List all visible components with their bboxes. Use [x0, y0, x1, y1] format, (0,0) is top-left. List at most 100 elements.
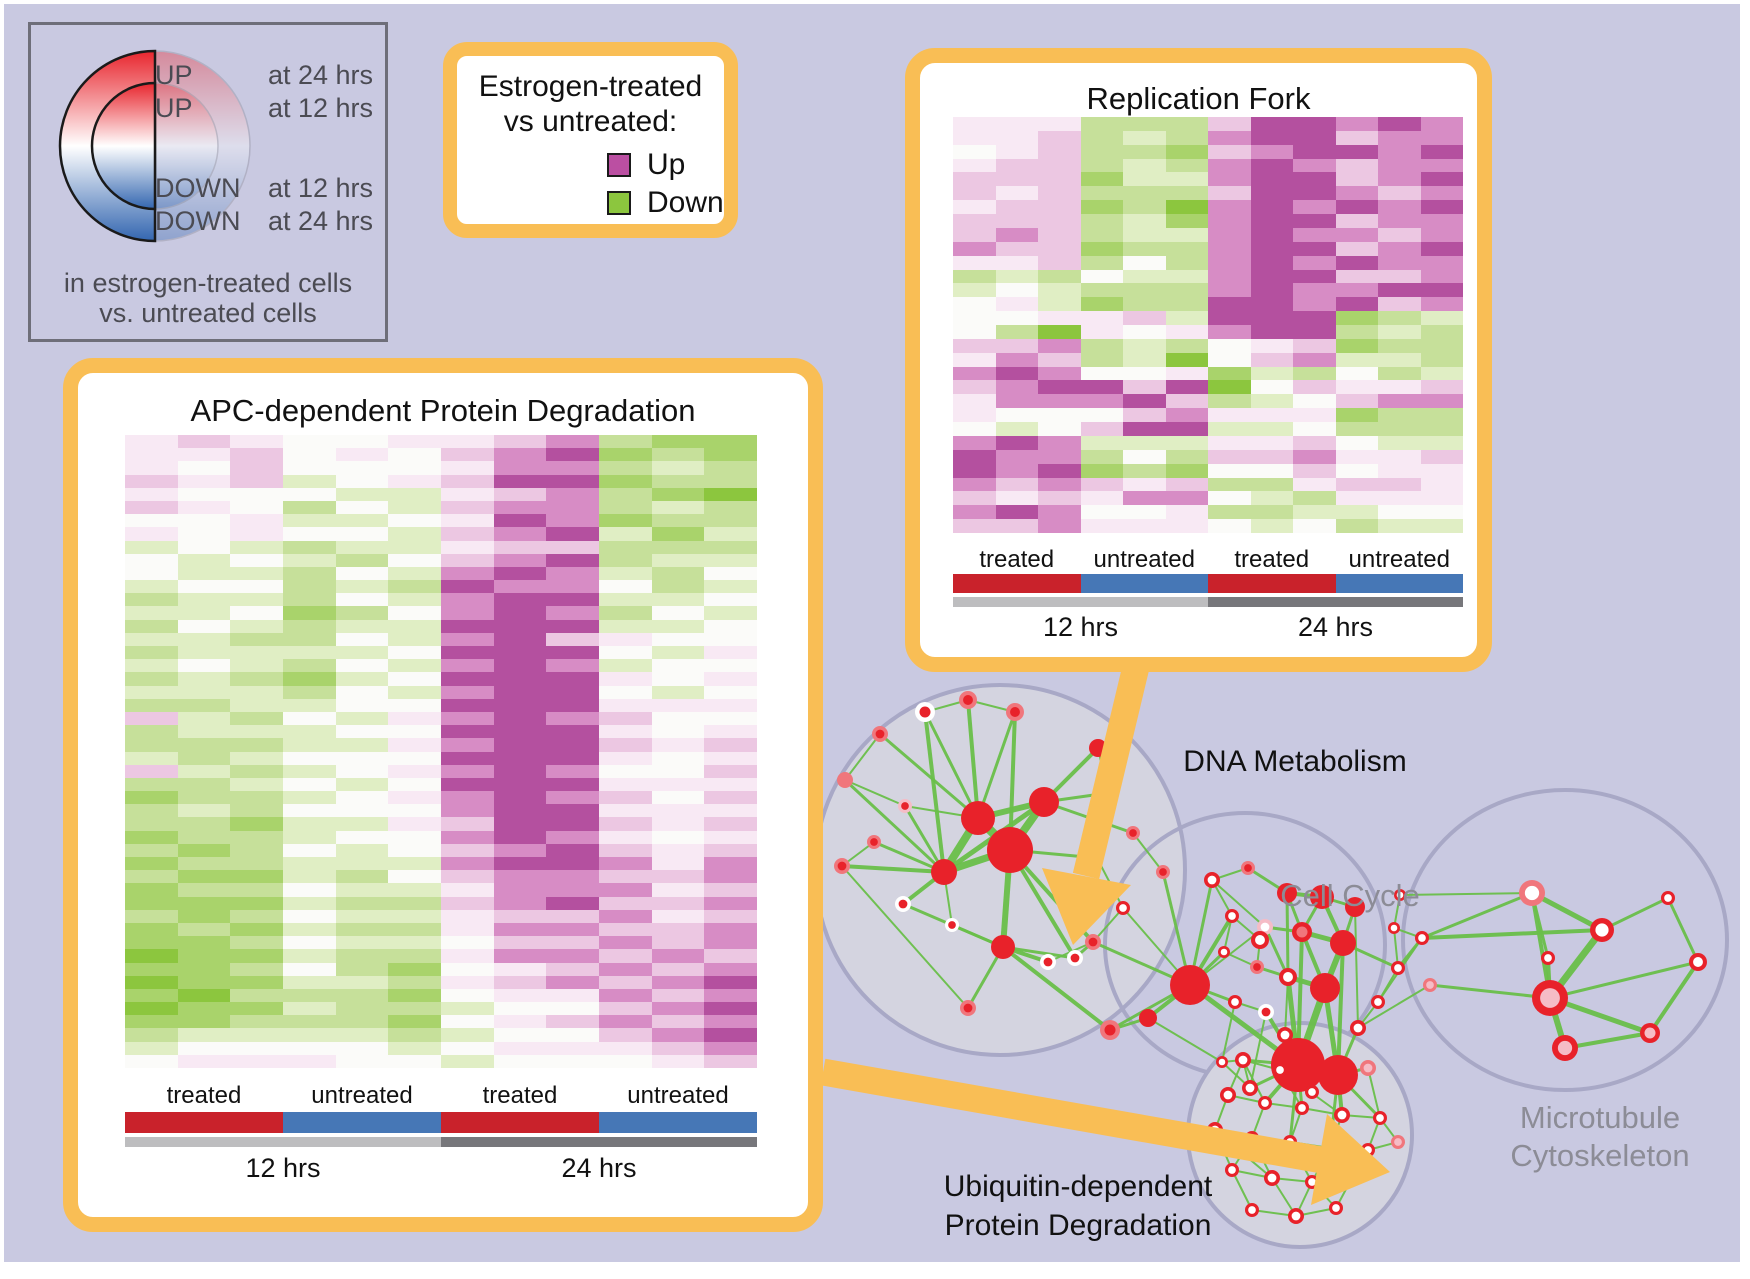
heatmap-cell	[704, 540, 757, 554]
heatmap-cell	[441, 830, 494, 844]
heatmap-cell	[1208, 269, 1251, 284]
heatmap-cell	[441, 580, 494, 594]
heatmap-cell	[493, 1054, 547, 1068]
heatmap-cell	[125, 593, 178, 607]
heatmap-cell	[1208, 186, 1251, 201]
heatmap-cell	[493, 909, 547, 923]
heatmap-cell	[1123, 380, 1166, 395]
heatmap-cell	[651, 540, 705, 554]
heatmap-cell	[953, 463, 996, 478]
network-node-core	[1261, 1099, 1269, 1107]
heatmap-cell	[546, 883, 599, 897]
heatmap-cell	[704, 487, 757, 501]
heatmap-cell	[1293, 297, 1336, 312]
heatmap-cell	[1378, 366, 1421, 381]
heatmap-cell	[1293, 505, 1336, 520]
heatmap-cell	[1208, 255, 1251, 270]
heatmap-cell	[1250, 463, 1293, 478]
heatmap-cell	[283, 883, 336, 897]
network-node-core	[1043, 957, 1053, 967]
heatmap-cell	[388, 698, 441, 712]
heatmap-cell	[125, 540, 178, 554]
network-edge	[1147, 1017, 1223, 1063]
heatmap-cell	[177, 949, 231, 963]
heatmap-cell	[1080, 172, 1123, 187]
legend-row-up-12: UP at 12 hrs	[155, 93, 373, 123]
condition-bar	[441, 1112, 599, 1133]
heatmap-cell	[995, 449, 1038, 464]
heatmap-cell	[995, 338, 1038, 353]
legend-dir: UP	[155, 59, 193, 90]
heatmap-cell	[125, 751, 178, 765]
heatmap-cell	[546, 830, 599, 844]
heatmap-cell	[388, 659, 441, 673]
network-node-core	[1255, 935, 1265, 945]
heatmap-cell	[546, 975, 599, 989]
heatmap-cell	[995, 241, 1038, 256]
heatmap-cell	[388, 500, 441, 515]
heatmap-cell	[283, 949, 336, 963]
heatmap-cell	[1165, 505, 1208, 520]
heatmap-cell	[599, 448, 652, 462]
heatmap-cell	[1250, 394, 1293, 409]
heatmap-cell	[335, 448, 389, 462]
condition-bar	[125, 1112, 283, 1133]
heatmap-cell	[599, 580, 652, 594]
heatmap-cell	[599, 804, 652, 818]
heatmap-cell	[335, 540, 389, 554]
heatmap-cell	[546, 777, 599, 792]
heatmap-cell	[1038, 241, 1081, 256]
heatmap-cell	[1420, 311, 1463, 325]
heatmap-cell	[1123, 519, 1166, 533]
heatmap-cell	[125, 566, 178, 581]
network-node-core	[1248, 1206, 1256, 1214]
legend-footer-line1: in estrogen-treated cells	[63, 268, 353, 298]
heatmap-cell	[493, 514, 547, 528]
heatmap-cell	[1123, 394, 1166, 409]
network-edge	[1221, 1001, 1236, 1063]
heatmap-cell	[1335, 241, 1378, 256]
heatmap-cell	[1165, 269, 1208, 284]
heatmap-cell	[1335, 186, 1378, 201]
heatmap-cell	[335, 593, 389, 607]
heatmap-cell	[1123, 422, 1166, 436]
heatmap-cell	[441, 1054, 494, 1068]
heatmap-cell	[599, 975, 652, 989]
heatmap-cell	[493, 461, 547, 475]
heatmap-cell	[651, 896, 705, 910]
heatmap-cell	[1250, 214, 1293, 228]
heatmap-cell	[546, 817, 599, 831]
network-node	[1271, 1038, 1325, 1092]
legend-row-down-24: DOWN at 24 hrs	[155, 206, 373, 236]
heatmap-cell	[1293, 117, 1336, 131]
heatmap-cell	[1378, 408, 1421, 423]
heatmap-cell	[230, 527, 283, 541]
heatmap-cell	[125, 711, 178, 726]
heatmap-cell	[388, 988, 441, 1003]
heatmap-cell	[704, 514, 757, 528]
heatmap-cell	[283, 698, 336, 712]
heatmap-cell	[1165, 519, 1208, 533]
heatmap-cell	[651, 698, 705, 712]
heatmap-cell	[1080, 380, 1123, 395]
heatmap-cell	[1080, 255, 1123, 270]
network-node-core	[1218, 1058, 1226, 1066]
heatmap-cell	[1420, 200, 1463, 215]
heatmap-cell	[283, 1041, 336, 1055]
heatmap-cell	[388, 606, 441, 620]
network-node-core	[1332, 1204, 1340, 1212]
heatmap-cell	[651, 738, 705, 752]
heatmap-cell	[177, 725, 231, 739]
heatmap-cell	[1293, 227, 1336, 242]
heatmap-cell	[1378, 477, 1421, 492]
heatmap-cell	[1335, 380, 1378, 395]
heatmap-cell	[283, 936, 336, 950]
heatmap-cell	[546, 487, 599, 501]
network-node-core	[963, 695, 973, 705]
network-edge	[923, 711, 946, 873]
heatmap-cell	[493, 1028, 547, 1042]
heatmap-cell	[177, 527, 231, 541]
heatmap-cell	[651, 988, 705, 1003]
condition-bar	[1080, 574, 1208, 593]
heatmap-cell	[1123, 449, 1166, 464]
